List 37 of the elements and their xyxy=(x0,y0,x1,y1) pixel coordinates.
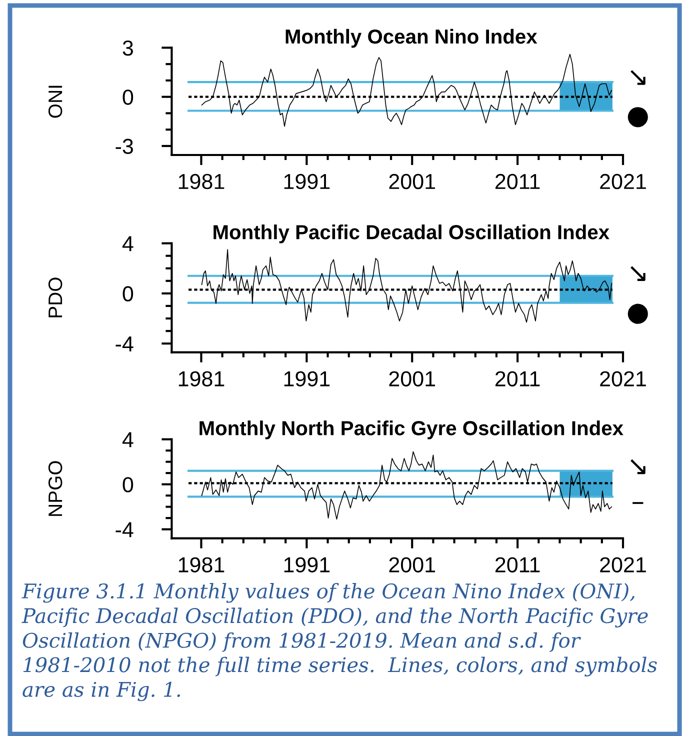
y-tick-label: 3 xyxy=(122,40,133,56)
y-tick-label: -3 xyxy=(116,138,133,154)
y-tick-label: -4 xyxy=(116,336,134,352)
x-tick-label: 1981 xyxy=(178,557,224,572)
chart-title: Monthly North Pacific Gyre Oscillation Index xyxy=(200,420,624,440)
x-tick-label: 2021 xyxy=(600,557,646,572)
text: ● xyxy=(628,107,648,128)
x-tick-label: 2001 xyxy=(389,174,436,190)
caption: Figure 3.1.1 Monthly values of the Ocean Nino Index (ONI), Pacific Decadal Oscillation (PDO), and the North Pacific Gyre Oscillation (NPGO) from 1981-2019. Mean and s.d. for 1981-2010 not the full time series. Lines, colors, and symbols are as in Fig. 1. xyxy=(22,583,657,702)
x-tick-label: 2001 xyxy=(389,371,436,386)
y-tick-label: 0 xyxy=(122,477,134,492)
chart-title: Monthly Pacific Decadal Oscillation Index xyxy=(214,224,610,244)
y-tick-label: 4 xyxy=(122,236,134,252)
x-tick-label: 2011 xyxy=(495,371,540,386)
text: ↘ xyxy=(630,70,646,85)
x-tick-label: 1991 xyxy=(284,557,330,572)
x-tick-label: 2011 xyxy=(495,174,540,190)
text: ↘ xyxy=(630,266,646,281)
text: ↘ xyxy=(630,459,646,474)
x-tick-label: 1991 xyxy=(284,174,330,190)
x-tick-label: 2011 xyxy=(495,557,540,572)
x-tick-label: 2021 xyxy=(600,371,646,386)
y-tick-label: 0 xyxy=(122,90,134,105)
x-tick-label: 1981 xyxy=(178,174,224,190)
y-tick-label: 0 xyxy=(122,286,134,302)
y-tick-label: -4 xyxy=(116,522,134,538)
y-axis-title: ONI xyxy=(48,86,62,118)
x-tick-label: 2021 xyxy=(600,174,646,190)
y-tick-label: 4 xyxy=(122,432,134,448)
text: ● xyxy=(628,304,648,324)
text: – xyxy=(632,502,644,504)
x-tick-label: 1981 xyxy=(178,371,224,386)
y-axis-title: PDO xyxy=(48,278,62,318)
x-tick-label: 2001 xyxy=(389,557,436,572)
y-axis-title: NPGO xyxy=(48,461,62,516)
x-tick-label: 1991 xyxy=(284,371,330,386)
chart-title: Monthly Ocean Nino Index xyxy=(286,28,538,48)
